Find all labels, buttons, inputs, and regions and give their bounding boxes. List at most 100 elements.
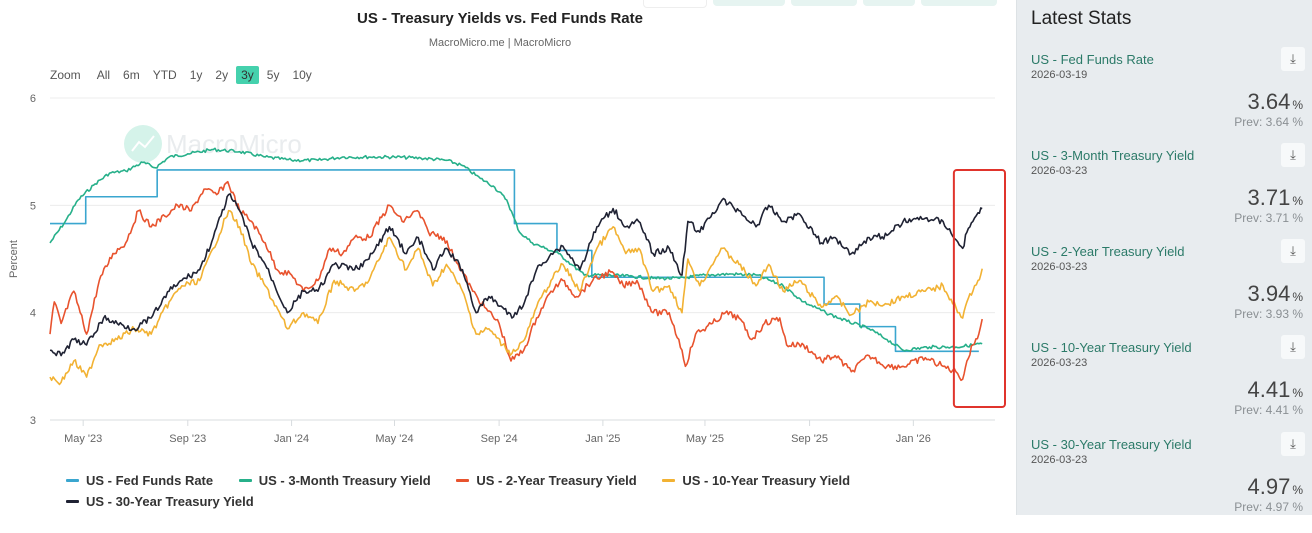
stat-value: 3.64%	[1248, 89, 1304, 115]
stat-name[interactable]: US - Fed Funds Rate	[1031, 52, 1154, 67]
legend-item-3-month[interactable]: US - 3-Month Treasury Yield	[238, 471, 431, 491]
legend-swatch	[66, 479, 79, 482]
stat-prev: Prev: 4.97 %	[1234, 500, 1303, 514]
range-button-6m[interactable]: 6m	[123, 68, 140, 82]
download-icon: ⤓	[1290, 243, 1296, 258]
stat-name[interactable]: US - 3-Month Treasury Yield	[1031, 148, 1195, 163]
stat-prev: Prev: 3.64 %	[1234, 115, 1303, 129]
legend-swatch	[66, 499, 79, 503]
range-button-2y[interactable]: 2y	[215, 68, 229, 82]
stat-value: 4.97%	[1248, 474, 1304, 500]
toolbar-button[interactable]	[921, 0, 997, 6]
latest-stats-title: Latest Stats	[1031, 8, 1132, 29]
legend-item-30-year[interactable]: US - 30-Year Treasury Yield	[66, 491, 254, 511]
y-tick-label: 6	[30, 93, 36, 105]
stat-name[interactable]: US - 2-Year Treasury Yield	[1031, 244, 1185, 259]
chart-panel: US - Treasury Yields vs. Fed Funds Rate …	[8, 0, 1007, 511]
toolbar-button[interactable]	[713, 0, 785, 6]
x-tick-label: Sep '23	[169, 433, 206, 445]
stat-value: 3.71%	[1248, 185, 1304, 211]
toolbar-button[interactable]	[791, 0, 857, 6]
range-zoom-label: Zoom	[50, 68, 81, 82]
range-selector: Zoom All 6m YTD 1y 2y 3y 5y 10y	[50, 66, 320, 84]
chart-subtitle: MacroMicro.me | MacroMicro	[428, 37, 572, 49]
stat-value: 4.41%	[1248, 377, 1304, 403]
stat-item-3-month: US - 3-Month Treasury Yield 2026-03-23 ⤓…	[1031, 143, 1305, 244]
stat-item-fed-funds: US - Fed Funds Rate 2026-03-19 ⤓ 3.64% P…	[1031, 47, 1305, 148]
series-line-us-30-year-treasury-yield	[49, 193, 983, 357]
series-line-us-2-year-treasury-yield	[49, 180, 983, 382]
y-tick-label: 5	[30, 200, 36, 212]
toolbar-button[interactable]	[643, 0, 707, 8]
stat-date: 2026-03-23	[1031, 454, 1088, 466]
stat-unit: %	[1292, 290, 1303, 304]
stat-date: 2026-03-23	[1031, 261, 1088, 273]
series-line-us-3-month-treasury-yield	[49, 147, 983, 352]
legend-item-10-year[interactable]: US - 10-Year Treasury Yield	[662, 471, 850, 491]
legend-swatch	[238, 479, 252, 482]
grid-lines	[50, 97, 995, 421]
highlight-box	[952, 169, 1007, 408]
download-icon: ⤓	[1290, 436, 1296, 451]
stat-date: 2026-03-23	[1031, 357, 1088, 369]
range-button-10y[interactable]: 10y	[292, 68, 312, 82]
toolbar	[643, 0, 997, 8]
range-button-5y[interactable]: 5y	[266, 68, 280, 82]
x-tick-label: May '25	[686, 433, 724, 445]
x-tick-label: May '24	[375, 433, 413, 445]
range-button-3y[interactable]: 3y	[236, 66, 259, 84]
stat-value-number: 4.41	[1247, 377, 1291, 402]
stat-date: 2026-03-19	[1031, 69, 1088, 81]
download-icon: ⤓	[1290, 51, 1296, 66]
stat-item-30-year: US - 30-Year Treasury Yield 2026-03-23 ⤓…	[1031, 432, 1305, 533]
download-button[interactable]: ⤓	[1281, 239, 1305, 263]
stat-name[interactable]: US - 10-Year Treasury Yield	[1031, 340, 1192, 355]
stat-prev: Prev: 3.93 %	[1234, 307, 1303, 321]
legend-swatch	[662, 479, 676, 482]
stat-prev: Prev: 3.71 %	[1234, 211, 1303, 225]
stat-name[interactable]: US - 30-Year Treasury Yield	[1031, 437, 1192, 452]
stat-date: 2026-03-23	[1031, 165, 1088, 177]
x-tick-label: Jan '26	[896, 433, 931, 445]
legend: US - Fed Funds Rate US - 3-Month Treasur…	[66, 470, 996, 511]
stat-value-number: 4.97	[1247, 474, 1291, 499]
stat-value-number: 3.71	[1247, 185, 1291, 210]
legend-item-2-year[interactable]: US - 2-Year Treasury Yield	[456, 471, 637, 491]
series-line-us-fed-funds-rate	[50, 169, 979, 353]
download-button[interactable]: ⤓	[1281, 47, 1305, 71]
series-lines	[49, 147, 983, 386]
stat-unit: %	[1292, 483, 1303, 497]
watermark: MacroMicro	[124, 125, 302, 163]
stat-prev: Prev: 4.41 %	[1234, 403, 1303, 417]
legend-item-fed-funds[interactable]: US - Fed Funds Rate	[66, 471, 213, 491]
stat-unit: %	[1292, 98, 1303, 112]
stat-value-number: 3.64	[1247, 89, 1291, 114]
y-tick-label: 3	[30, 415, 36, 427]
stat-unit: %	[1292, 194, 1303, 208]
legend-label: US - 10-Year Treasury Yield	[682, 473, 851, 488]
toolbar-button[interactable]	[863, 0, 915, 6]
range-button-ytd[interactable]: YTD	[152, 68, 177, 82]
legend-label: US - 3-Month Treasury Yield	[258, 473, 431, 488]
y-tick-label: 4	[30, 308, 36, 320]
stat-value-number: 3.94	[1247, 281, 1291, 306]
x-tick-label: Sep '24	[481, 433, 518, 445]
legend-label: US - 30-Year Treasury Yield	[86, 493, 254, 509]
range-button-1y[interactable]: 1y	[189, 68, 203, 82]
legend-swatch	[456, 479, 470, 482]
watermark-logo-icon	[124, 125, 162, 163]
download-icon: ⤓	[1290, 339, 1296, 354]
range-button-all[interactable]: All	[96, 68, 111, 82]
series-line-us-10-year-treasury-yield	[49, 209, 983, 386]
download-button[interactable]: ⤓	[1281, 335, 1305, 359]
stat-value: 3.94%	[1248, 281, 1304, 307]
latest-stats-panel: Latest Stats US - Fed Funds Rate 2026-03…	[1016, 0, 1312, 515]
download-button[interactable]: ⤓	[1281, 143, 1305, 167]
download-icon: ⤓	[1290, 147, 1296, 162]
stat-item-2-year: US - 2-Year Treasury Yield 2026-03-23 ⤓ …	[1031, 239, 1305, 340]
stat-unit: %	[1292, 386, 1303, 400]
chart-title: US - Treasury Yields vs. Fed Funds Rate	[357, 10, 643, 27]
x-tick-label: Sep '25	[791, 433, 828, 445]
download-button[interactable]: ⤓	[1281, 432, 1305, 456]
